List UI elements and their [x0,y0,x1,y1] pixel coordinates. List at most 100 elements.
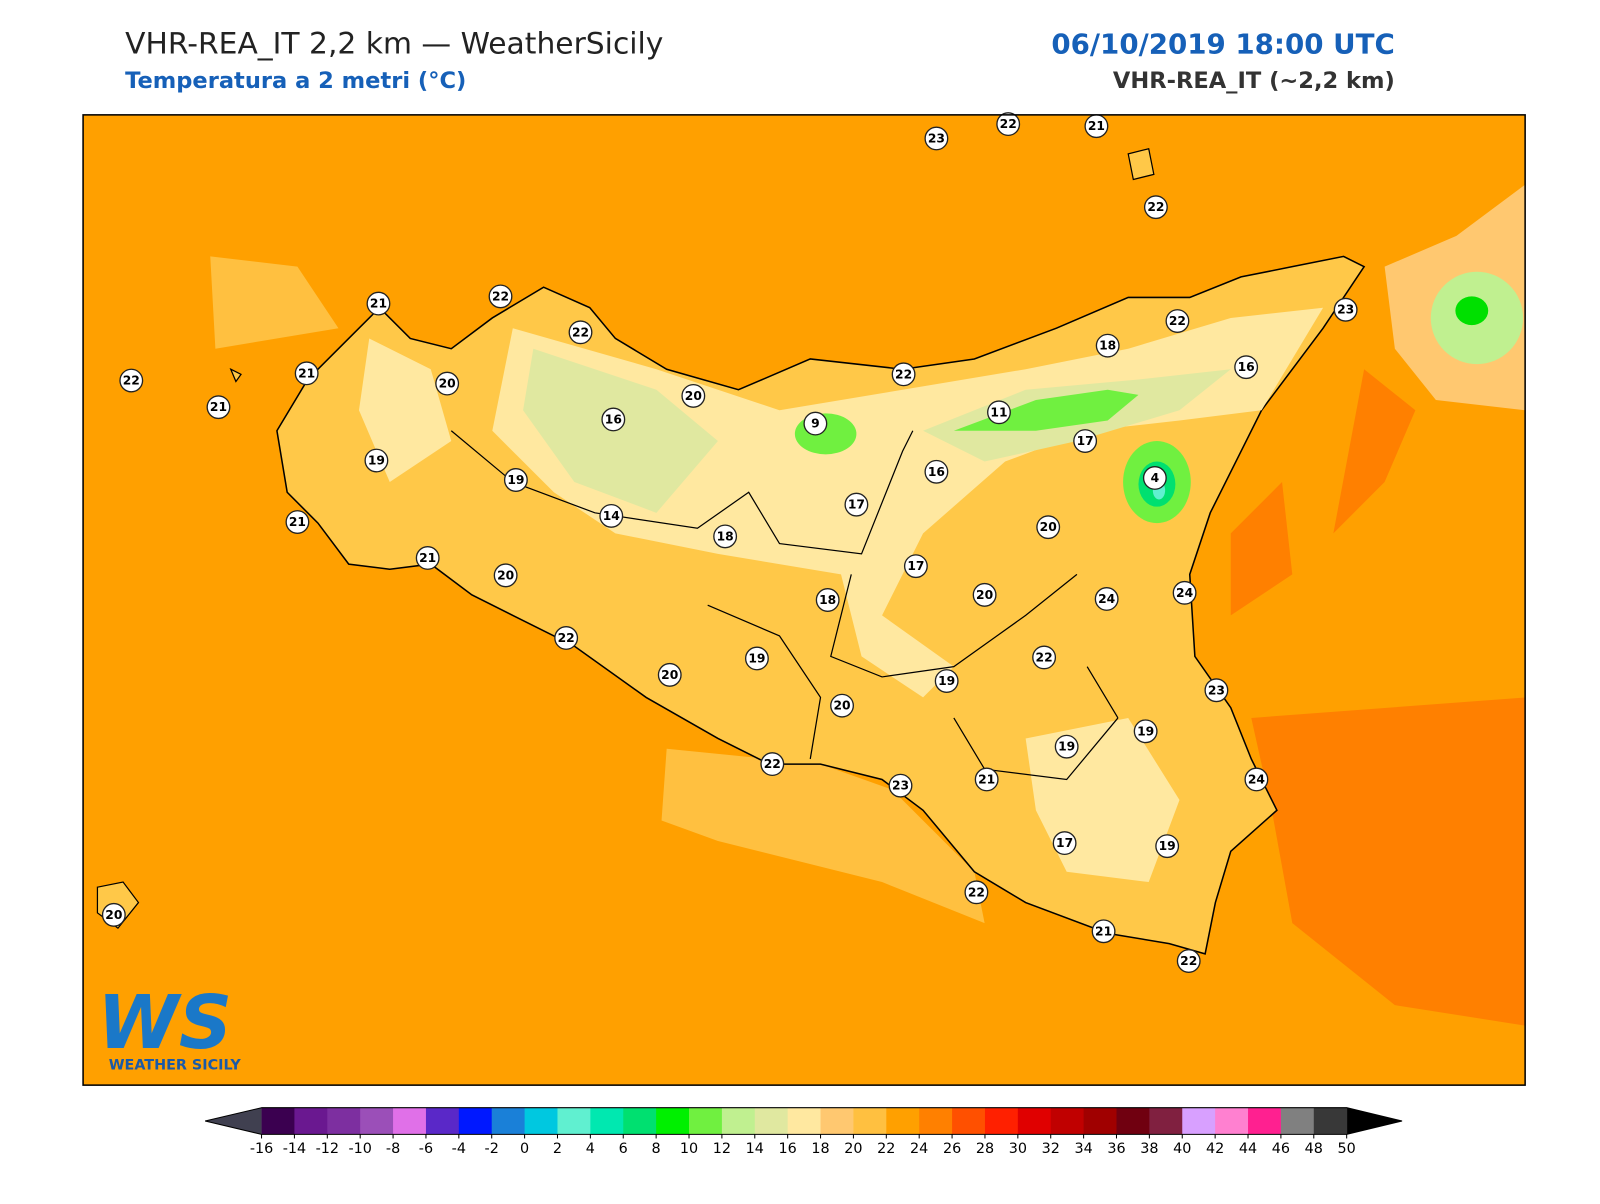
station-marker [601,407,626,432]
colorbar-tick-label: 30 [1009,1141,1027,1157]
station-value: 22 [1000,117,1017,131]
station-marker [1143,195,1168,220]
station-marker [891,362,916,387]
station-marker [435,371,460,396]
station-marker [996,112,1021,137]
station-marker [1094,587,1119,611]
station-marker [503,468,528,492]
station-marker [1095,333,1120,358]
station-marker [844,492,869,517]
station-value: 21 [289,515,306,529]
colorbar-tick-label: 6 [619,1141,628,1157]
colorbar-swatch [1215,1107,1249,1135]
colorbar-swatch [721,1107,756,1135]
station-value: 18 [819,593,836,607]
station-marker [934,669,959,693]
station-marker [554,626,579,650]
colorbar-tick-label: 46 [1272,1141,1290,1157]
station-marker [101,902,126,927]
station-marker [568,320,593,345]
colorbar-swatch [656,1107,690,1135]
station-value: 20 [497,568,514,582]
station-marker [888,773,913,798]
colorbar-swatch [1050,1107,1085,1135]
stations: 23 22 21 22 21 22 22 21 20 22 21 20 16 9 22 18 22 23 16 11 1… [101,112,1358,973]
colorbar-over [1346,1107,1403,1135]
station-value: 22 [572,325,589,339]
colorbar-tick-label: 2 [553,1141,562,1157]
map-frame [82,114,1526,1086]
colorbar-tick-label: 40 [1173,1141,1191,1157]
colorbar-tick-label: 22 [877,1141,895,1157]
colorbar-swatch [853,1107,887,1135]
colorbar-tick-label: 50 [1338,1141,1356,1157]
station-value: 21 [298,366,315,380]
station-marker [1052,831,1077,856]
station-value: 16 [1238,360,1255,374]
station-marker [1333,297,1358,322]
station-value: 24 [1098,592,1115,606]
colorbar-tick-label: 48 [1305,1141,1323,1157]
station-value: 19 [1137,724,1154,738]
station-value: 22 [123,374,140,388]
colorbar-tick-label: 16 [779,1141,797,1157]
colorbar-tick-label: -12 [316,1141,339,1157]
map: 23 22 21 22 21 22 22 21 20 22 21 20 16 9 22 18 22 23 16 11 1… [82,112,1526,1086]
station-marker [760,752,785,777]
colorbar: -16 -14 -12 -10 -8 -6 -4 -2 0 2 4 6 8 10 12 14 16 18 20 22 2… [205,1107,1403,1157]
station-marker [599,503,624,528]
station-marker [493,563,518,588]
colorbar-swatch [458,1107,493,1135]
station-value: 20 [1040,520,1057,534]
station-marker [1073,429,1098,453]
station-marker [1032,645,1057,670]
station-value: 19 [748,651,765,665]
station-marker [803,411,828,436]
colorbar-tick-label: 32 [1042,1141,1060,1157]
station-value: 20 [105,908,122,922]
colorbar-swatch [919,1107,953,1135]
title: VHR-REA_IT 2,2 km — WeatherSicily [125,26,663,61]
colorbar-under [205,1107,262,1135]
logo-mark: WS [97,980,232,1066]
station-marker [119,368,144,393]
station-value: 20 [661,668,678,682]
colorbar-swatch [952,1107,986,1135]
mild-area [210,256,985,924]
colorbar-swatch [425,1107,460,1135]
station-marker [206,395,231,420]
station-marker [488,284,513,309]
island [96,147,1155,930]
station-value: 19 [1159,839,1176,853]
station-marker [1133,719,1158,744]
colorbar-swatch [787,1107,822,1135]
colorbar-swatch [360,1107,394,1135]
station-marker [972,582,997,607]
station-marker [1155,834,1180,859]
station-marker [903,554,928,579]
colorbar-tick-label: 26 [943,1141,961,1157]
station-marker [285,510,310,534]
station-value: 19 [938,674,955,688]
station-marker [713,524,738,549]
colorbar-swatch [1116,1107,1150,1135]
station-value: 23 [1337,303,1354,317]
colorbar-swatch [261,1107,295,1135]
station-marker [974,767,999,792]
warm-area [1087,369,1526,1026]
station-value: 19 [368,454,385,468]
station-value: 17 [1077,434,1094,448]
colorbar-tick-label: -4 [452,1141,466,1157]
colorbar-tick-label: 18 [811,1141,829,1157]
station-value: 16 [605,412,622,426]
station-value: 23 [1208,683,1225,697]
colorbar-tick-label: -14 [283,1141,306,1157]
station-value: 22 [968,885,985,899]
station-value: 20 [833,699,850,713]
cool-area [523,348,1231,513]
station-value: 22 [764,757,781,771]
colorbar-tick-label: -8 [386,1141,400,1157]
station-value: 22 [1180,954,1197,968]
station-marker [1036,515,1061,540]
